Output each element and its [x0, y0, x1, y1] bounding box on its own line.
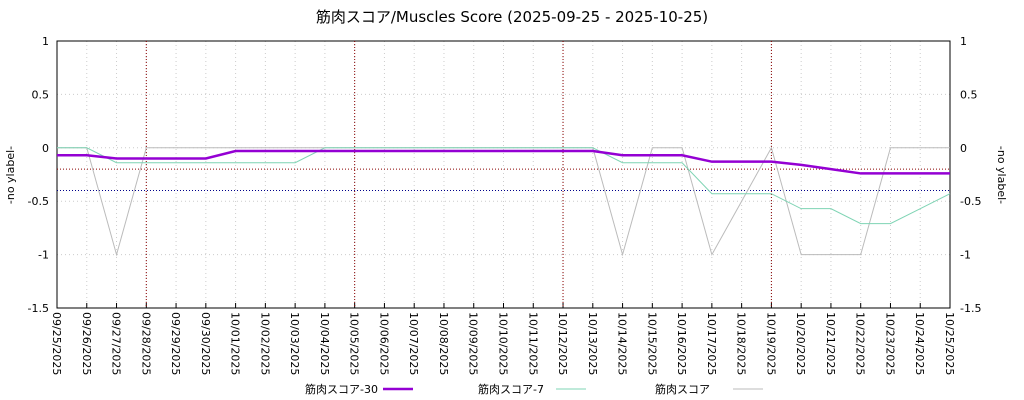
- x-tick-label: 10/14/2025: [616, 312, 629, 375]
- y-tick-label: -1.5: [28, 302, 49, 315]
- series-line: [57, 149, 950, 175]
- x-tick-label: 09/25/2025: [50, 312, 63, 375]
- chart-title: 筋肉スコア/Muscles Score (2025-09-25 - 2025-1…: [316, 8, 708, 26]
- x-tick-label: 10/13/2025: [586, 312, 599, 375]
- legend-label: 筋肉スコア-30: [305, 382, 378, 396]
- y-axis-label: -no ylabel-: [4, 146, 17, 204]
- x-tick-label: 09/30/2025: [199, 312, 212, 375]
- y-tick-label: -1: [38, 249, 49, 262]
- x-tick-label: 09/29/2025: [169, 312, 182, 375]
- x-tick-label: 10/23/2025: [883, 312, 896, 375]
- y2-tick-label: -1.5: [960, 302, 981, 315]
- y-tick-label: -0.5: [28, 195, 49, 208]
- x-tick-label: 10/20/2025: [794, 312, 807, 375]
- legend-label: 筋肉スコア: [655, 382, 710, 396]
- x-tick-label: 10/08/2025: [437, 312, 450, 375]
- x-tick-label: 10/12/2025: [556, 312, 569, 375]
- x-tick-label: 10/25/2025: [943, 312, 956, 375]
- x-tick-label: 10/03/2025: [288, 312, 301, 375]
- y2-tick-label: -0.5: [960, 195, 981, 208]
- series-line: [57, 147, 951, 225]
- x-tick-label: 09/28/2025: [139, 312, 152, 375]
- x-tick-label: 10/06/2025: [377, 312, 390, 375]
- x-tick-label: 10/21/2025: [824, 312, 837, 375]
- x-tick-label: 10/16/2025: [675, 312, 688, 375]
- y-tick-label: 0.5: [32, 88, 50, 101]
- y2-tick-label: -1: [960, 249, 971, 262]
- y2-tick-label: 1: [960, 35, 967, 48]
- y2-tick-label: 0.5: [960, 88, 978, 101]
- x-tick-label: 10/02/2025: [258, 312, 271, 375]
- y2-tick-label: 0: [960, 142, 967, 155]
- y-tick-label: 0: [42, 142, 49, 155]
- x-tick-label: 10/04/2025: [318, 312, 331, 375]
- x-tick-label: 10/05/2025: [348, 312, 361, 375]
- x-tick-label: 10/09/2025: [467, 312, 480, 375]
- x-tick-label: 10/17/2025: [705, 312, 718, 375]
- x-tick-label: 09/27/2025: [110, 312, 123, 375]
- x-tick-label: 10/19/2025: [764, 312, 777, 375]
- x-tick-label: 10/15/2025: [645, 312, 658, 375]
- y-tick-label: 1: [42, 35, 49, 48]
- y2-axis-label: -no ylabel-: [995, 146, 1008, 204]
- x-tick-label: 10/11/2025: [526, 312, 539, 375]
- x-tick-label: 10/22/2025: [854, 312, 867, 375]
- x-tick-label: 10/07/2025: [407, 312, 420, 375]
- x-tick-label: 10/10/2025: [497, 312, 510, 375]
- x-tick-label: 10/18/2025: [735, 312, 748, 375]
- x-tick-label: 10/24/2025: [913, 312, 926, 375]
- x-tick-label: 10/01/2025: [229, 312, 242, 375]
- x-tick-label: 09/26/2025: [80, 312, 93, 375]
- legend-label: 筋肉スコア-7: [478, 382, 544, 396]
